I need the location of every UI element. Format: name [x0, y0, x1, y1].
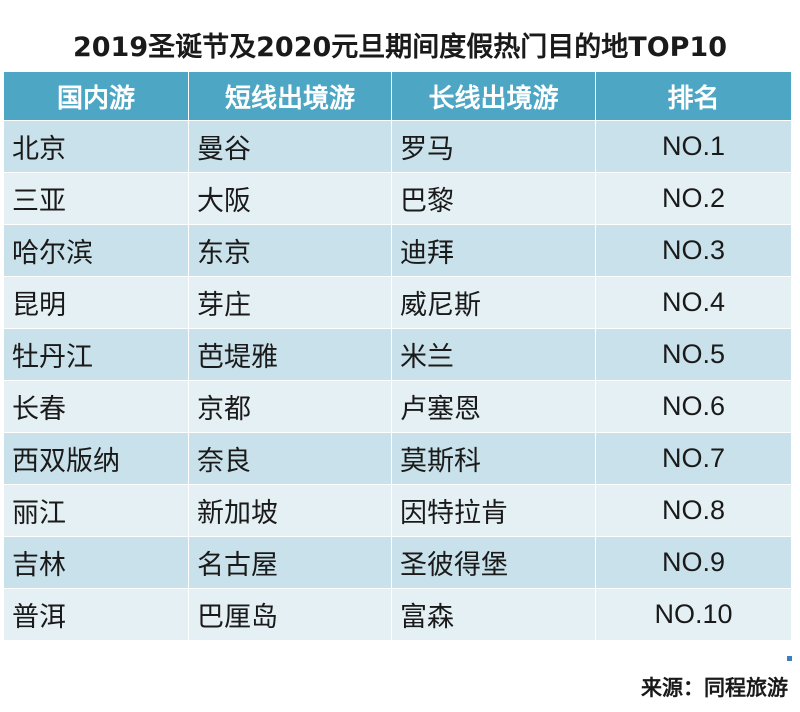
cell-short-haul: 名古屋	[188, 536, 392, 589]
cell-domestic: 哈尔滨	[3, 224, 189, 277]
cell-rank: NO.5	[595, 328, 792, 381]
cell-domestic: 吉林	[3, 536, 189, 589]
cell-domestic: 长春	[3, 380, 189, 433]
table-row: 北京 曼谷 罗马 NO.1	[3, 120, 792, 173]
cell-long-haul: 威尼斯	[391, 276, 596, 329]
table-header-row: 国内游 短线出境游 长线出境游 排名	[3, 71, 792, 121]
cell-long-haul: 巴黎	[391, 172, 596, 225]
cell-domestic: 北京	[3, 120, 189, 173]
cell-domestic: 丽江	[3, 484, 189, 537]
table-row: 三亚 大阪 巴黎 NO.2	[3, 172, 792, 225]
cell-long-haul: 莫斯科	[391, 432, 596, 485]
table-row: 丽江 新加坡 因特拉肯 NO.8	[3, 484, 792, 537]
cell-short-haul: 曼谷	[188, 120, 392, 173]
table-row: 昆明 芽庄 威尼斯 NO.4	[3, 276, 792, 329]
table-row: 牡丹江 芭堤雅 米兰 NO.5	[3, 328, 792, 381]
cell-rank: NO.7	[595, 432, 792, 485]
page-title: 2019圣诞节及2020元旦期间度假热门目的地TOP10	[72, 32, 728, 63]
cell-long-haul: 富森	[391, 588, 596, 641]
cell-rank: NO.8	[595, 484, 792, 537]
cell-short-haul: 大阪	[188, 172, 392, 225]
cell-long-haul: 迪拜	[391, 224, 596, 277]
cell-rank: NO.10	[595, 588, 792, 641]
corner-marker	[787, 656, 792, 661]
cell-short-haul: 奈良	[188, 432, 392, 485]
cell-rank: NO.3	[595, 224, 792, 277]
cell-long-haul: 罗马	[391, 120, 596, 173]
cell-rank: NO.9	[595, 536, 792, 589]
cell-domestic: 三亚	[3, 172, 189, 225]
cell-long-haul: 卢塞恩	[391, 380, 596, 433]
cell-long-haul: 圣彼得堡	[391, 536, 596, 589]
table-row: 长春 京都 卢塞恩 NO.6	[3, 380, 792, 433]
header-domestic: 国内游	[3, 71, 189, 121]
table-body: 北京 曼谷 罗马 NO.1 三亚 大阪 巴黎 NO.2 哈尔滨 东京 迪拜 NO.3 昆明 芽庄 威尼斯 NO…	[3, 120, 792, 641]
destination-ranking-table: 国内游 短线出境游 长线出境游 排名 北京 曼谷 罗马 NO.1 三亚 大阪 巴黎 NO.2 哈…	[3, 71, 792, 641]
cell-short-haul: 新加坡	[188, 484, 392, 537]
cell-long-haul: 米兰	[391, 328, 596, 381]
table-row: 哈尔滨 东京 迪拜 NO.3	[3, 224, 792, 277]
header-short-haul: 短线出境游	[188, 71, 392, 121]
cell-short-haul: 巴厘岛	[188, 588, 392, 641]
cell-domestic: 西双版纳	[3, 432, 189, 485]
header-long-haul: 长线出境游	[391, 71, 596, 121]
table-row: 吉林 名古屋 圣彼得堡 NO.9	[3, 536, 792, 589]
table-row: 西双版纳 奈良 莫斯科 NO.7	[3, 432, 792, 485]
cell-rank: NO.4	[595, 276, 792, 329]
cell-rank: NO.2	[595, 172, 792, 225]
cell-rank: NO.6	[595, 380, 792, 433]
cell-domestic: 普洱	[3, 588, 189, 641]
source-note: 来源：同程旅游	[641, 676, 788, 700]
cell-domestic: 昆明	[3, 276, 189, 329]
cell-rank: NO.1	[595, 120, 792, 173]
header-rank: 排名	[595, 71, 792, 121]
table-row: 普洱 巴厘岛 富森 NO.10	[3, 588, 792, 641]
cell-short-haul: 芭堤雅	[188, 328, 392, 381]
cell-short-haul: 京都	[188, 380, 392, 433]
cell-short-haul: 芽庄	[188, 276, 392, 329]
cell-short-haul: 东京	[188, 224, 392, 277]
cell-long-haul: 因特拉肯	[391, 484, 596, 537]
cell-domestic: 牡丹江	[3, 328, 189, 381]
